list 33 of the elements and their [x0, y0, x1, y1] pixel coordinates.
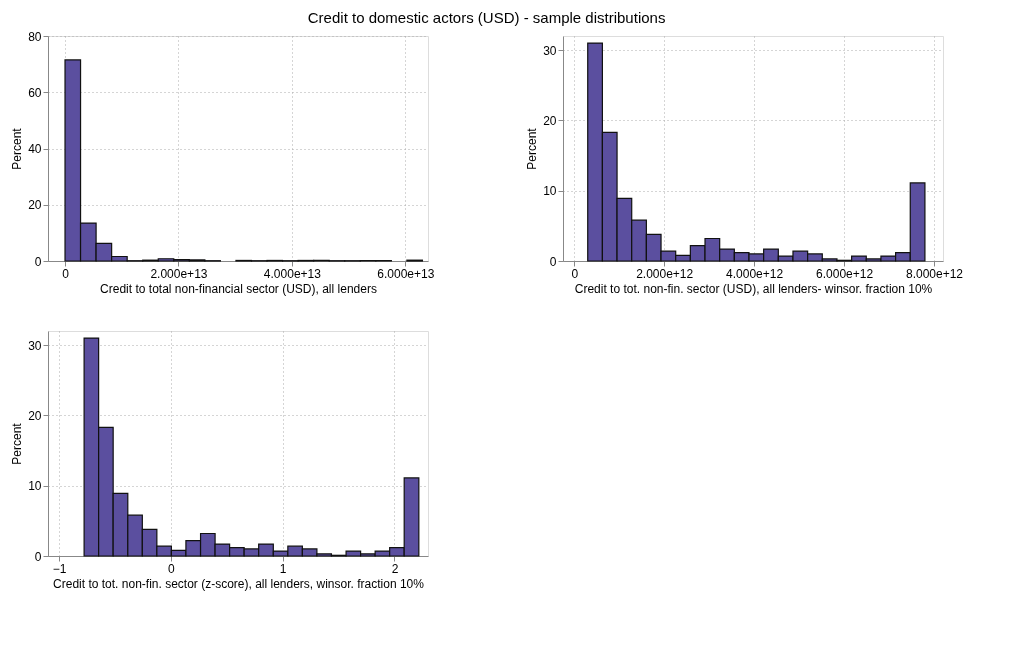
- x-axis-title: Credit to tot. non-fin. sector (z-score), all lenders, winsor. fraction 10%: [53, 576, 425, 591]
- y-tick-label: 80: [28, 29, 42, 44]
- y-tick-label: 0: [549, 254, 557, 269]
- y-tick-label: 20: [543, 113, 557, 128]
- y-tick-label: 10: [28, 479, 42, 494]
- x-axis-title: Credit to tot. non-fin. sector (USD), all lenders- winsor. fraction 10%: [574, 281, 933, 296]
- y-axis-title: Percent: [10, 422, 25, 465]
- x-tick-label: 6.000e+12: [816, 266, 874, 281]
- x-tick-label: 8.000e+12: [905, 266, 964, 281]
- y-tick-label: 20: [28, 408, 42, 423]
- x-tick-label: 4.000e+13: [263, 266, 322, 281]
- y-tick-label: 40: [28, 142, 42, 156]
- x-tick-label: 0: [571, 266, 579, 281]
- y-tick-label: 30: [28, 338, 42, 353]
- y-tick-label: 20: [28, 198, 42, 213]
- y-tick-label: 0: [34, 549, 42, 564]
- x-tick-label: 4.000e+12: [726, 266, 784, 281]
- x-tick-label: 2: [391, 561, 399, 576]
- x-tick-label: 2.000e+13: [150, 266, 208, 281]
- x-tick-label: 2.000e+12: [636, 266, 694, 281]
- x-tick-label: −1: [52, 561, 67, 576]
- text: Credit to domestic actors (USD) - sample distributions: [307, 8, 666, 26]
- x-tick-label: 6.000e+13: [377, 266, 435, 281]
- y-tick-label: 0: [34, 254, 42, 269]
- y-axis-title: Percent: [10, 127, 25, 170]
- x-tick-label: 0: [62, 266, 70, 281]
- y-tick-label: 10: [543, 184, 557, 199]
- x-tick-label: 1: [279, 561, 287, 576]
- y-tick-label: 60: [28, 85, 42, 100]
- x-axis-title: Credit to total non-financial sector (USD), all lenders: [100, 281, 377, 296]
- y-tick-label: 30: [543, 43, 557, 58]
- x-tick-label: 0: [168, 561, 176, 576]
- y-axis-title: Percent: [525, 127, 540, 170]
